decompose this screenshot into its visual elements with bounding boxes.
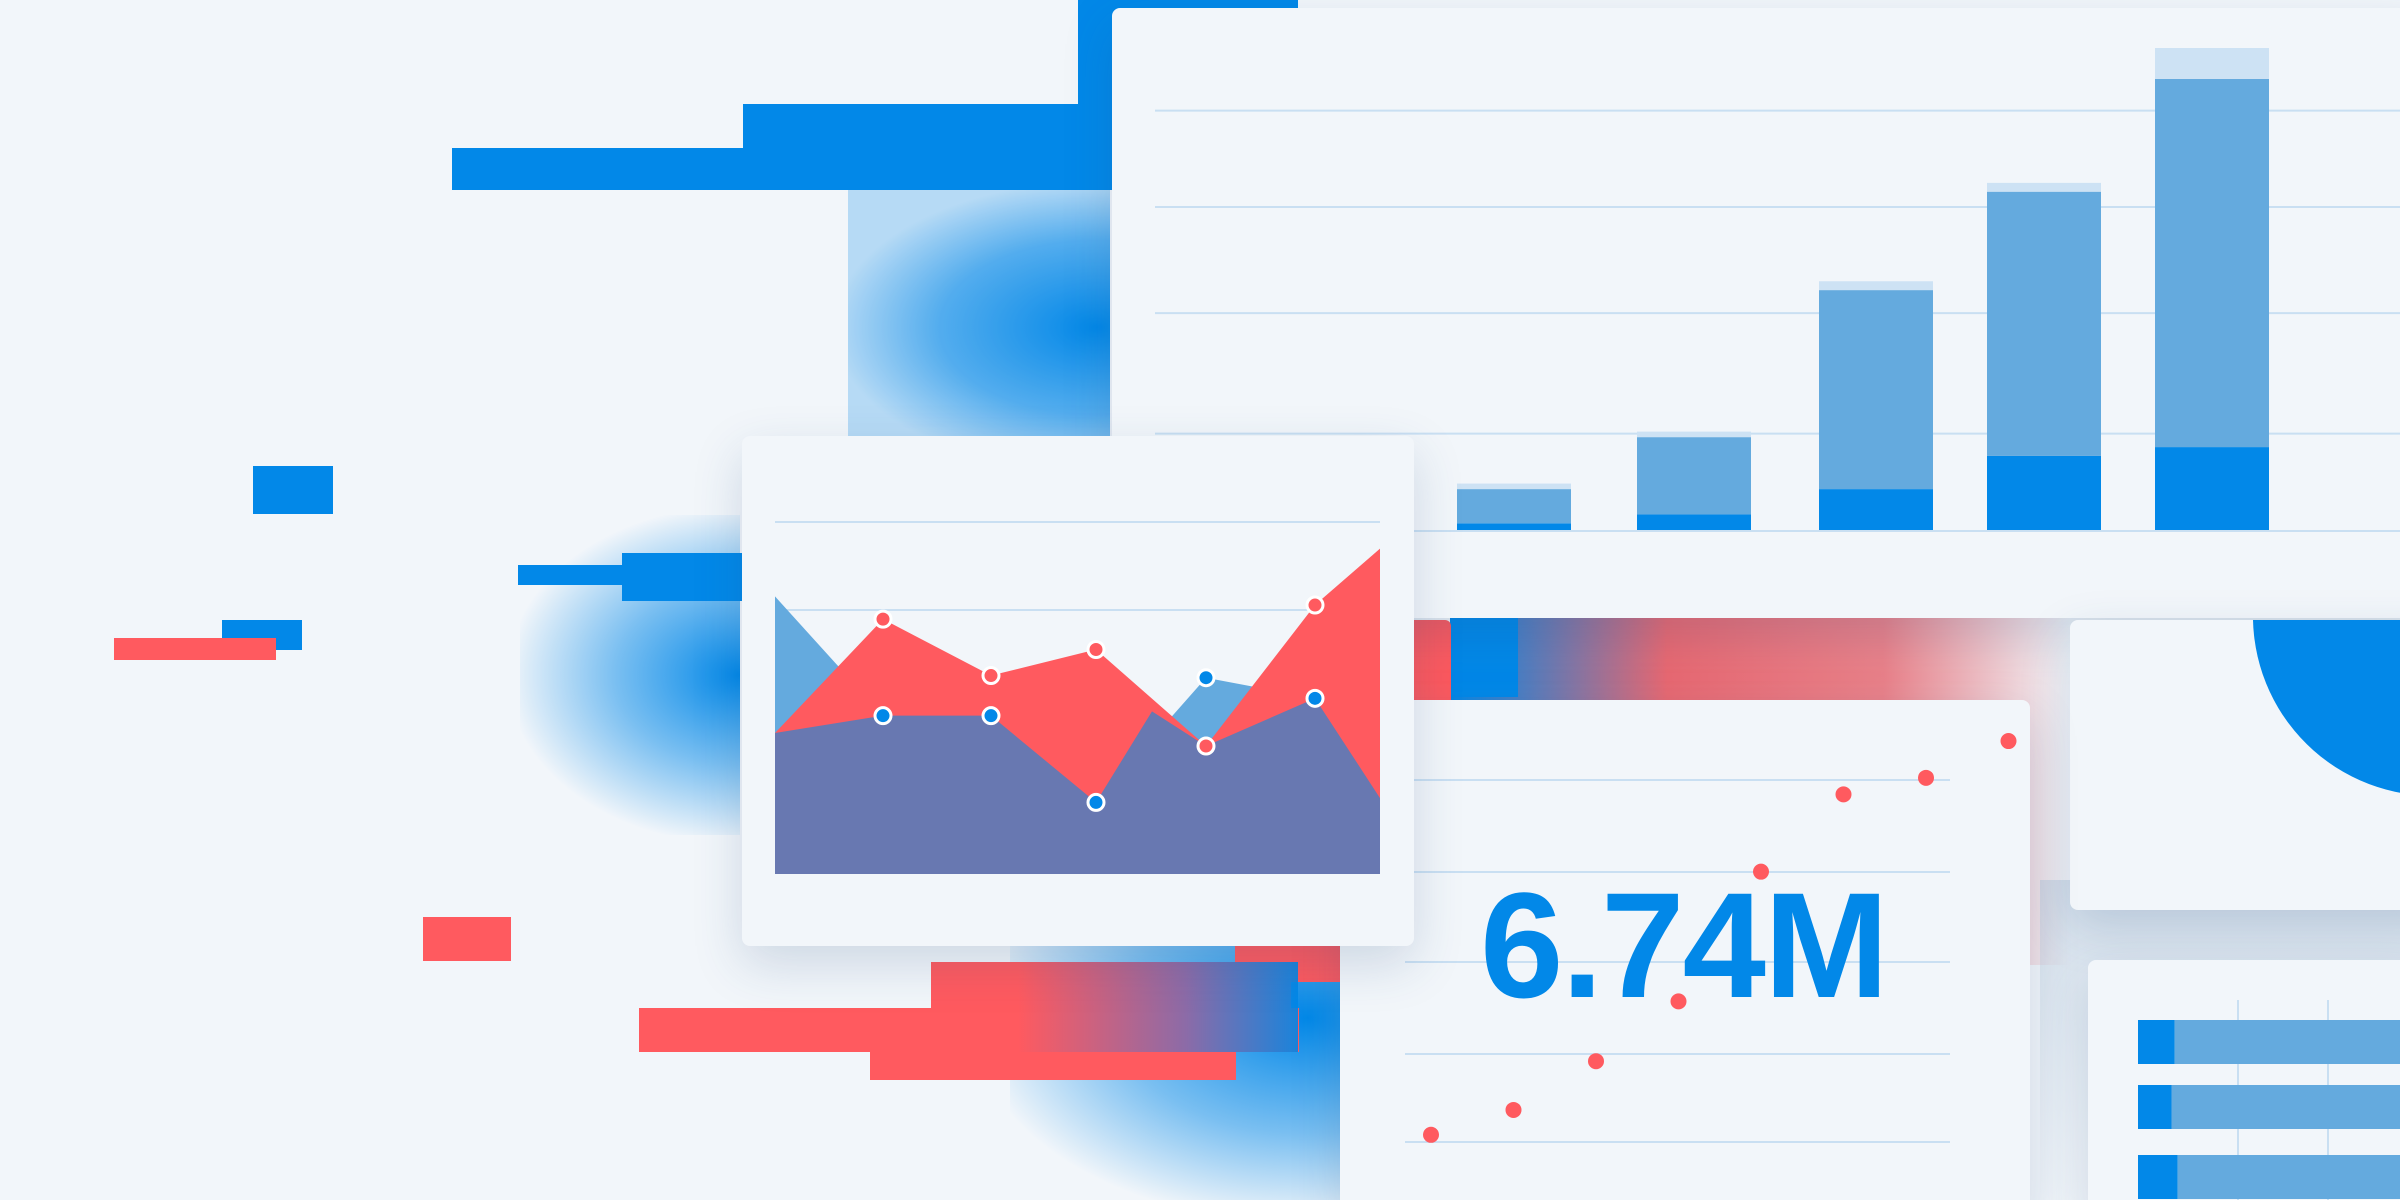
metric-panel [1340, 700, 2030, 1200]
deco-bar-blue-7 [1450, 615, 1518, 697]
metric-value: 6.74M [1480, 861, 1889, 1029]
deco-bar-blue-4 [848, 188, 1110, 438]
bar-segment [1819, 489, 1933, 530]
bar-segment [1637, 437, 1751, 515]
hbar-segment [2138, 1085, 2172, 1129]
deco-blend-bottom [1018, 962, 1298, 1052]
bar-segment [1987, 191, 2101, 456]
area-point-red [1086, 640, 1106, 660]
bar-segment [2155, 447, 2269, 530]
area-point-blue [1086, 792, 1106, 812]
bar-segment [1457, 489, 1571, 524]
bar-segment [1819, 290, 1933, 490]
deco-square-red-1 [423, 917, 511, 961]
area-point-blue [1196, 668, 1216, 688]
pie-slice [2253, 620, 2400, 793]
area-point-red [1305, 595, 1325, 615]
bar-segment [1457, 483, 1571, 490]
area-chart-panel [742, 436, 1414, 946]
hbar-chart-panel [2088, 960, 2400, 1200]
bar-segment [1637, 514, 1751, 530]
scatter-point [1918, 769, 1934, 786]
scatter-chart [1405, 733, 2017, 1143]
bar-segment [1637, 431, 1751, 438]
area-overlap [775, 698, 1380, 874]
hbar-chart [2138, 1000, 2400, 1200]
hbar-segment [2177, 1155, 2400, 1199]
pie-chart [2253, 620, 2400, 793]
area-point-blue [1305, 688, 1325, 708]
deco-square-blue-1 [253, 466, 333, 514]
scatter-point [1835, 786, 1852, 803]
scatter-point [1670, 993, 1687, 1010]
deco-bar-blue-6 [622, 553, 752, 601]
area-point-red [873, 609, 893, 629]
area-point-red [1196, 736, 1216, 756]
area-point-red [981, 666, 1001, 686]
hbar-segment [2174, 1020, 2400, 1064]
deco-bar-blue-1 [452, 148, 1112, 190]
bar-segment [2155, 78, 2269, 448]
scatter-point [2000, 733, 2017, 750]
bar-segment [1819, 281, 1933, 291]
bar-segment [1457, 523, 1571, 530]
scatter-point [1423, 1126, 1439, 1143]
hbar-segment [2138, 1020, 2175, 1064]
bar-segment [2155, 48, 2269, 79]
area-chart [775, 521, 1380, 874]
scatter-point [1505, 1101, 1522, 1118]
deco-bar-red-1 [114, 638, 276, 660]
area-point-blue [981, 706, 1001, 726]
scatter-point [1588, 1053, 1604, 1070]
deco-bar-red-4 [870, 1050, 1236, 1080]
blue-glow-top [848, 190, 1110, 440]
scatter-point [1753, 863, 1769, 880]
hbar-segment [2171, 1085, 2400, 1129]
bar-segment [1987, 455, 2101, 530]
hbar-segment [2138, 1155, 2178, 1199]
pie-chart-panel [2070, 620, 2400, 910]
area-point-blue [873, 706, 893, 726]
bar-segment [1987, 182, 2101, 192]
deco-bar-blue-2 [743, 104, 1113, 150]
